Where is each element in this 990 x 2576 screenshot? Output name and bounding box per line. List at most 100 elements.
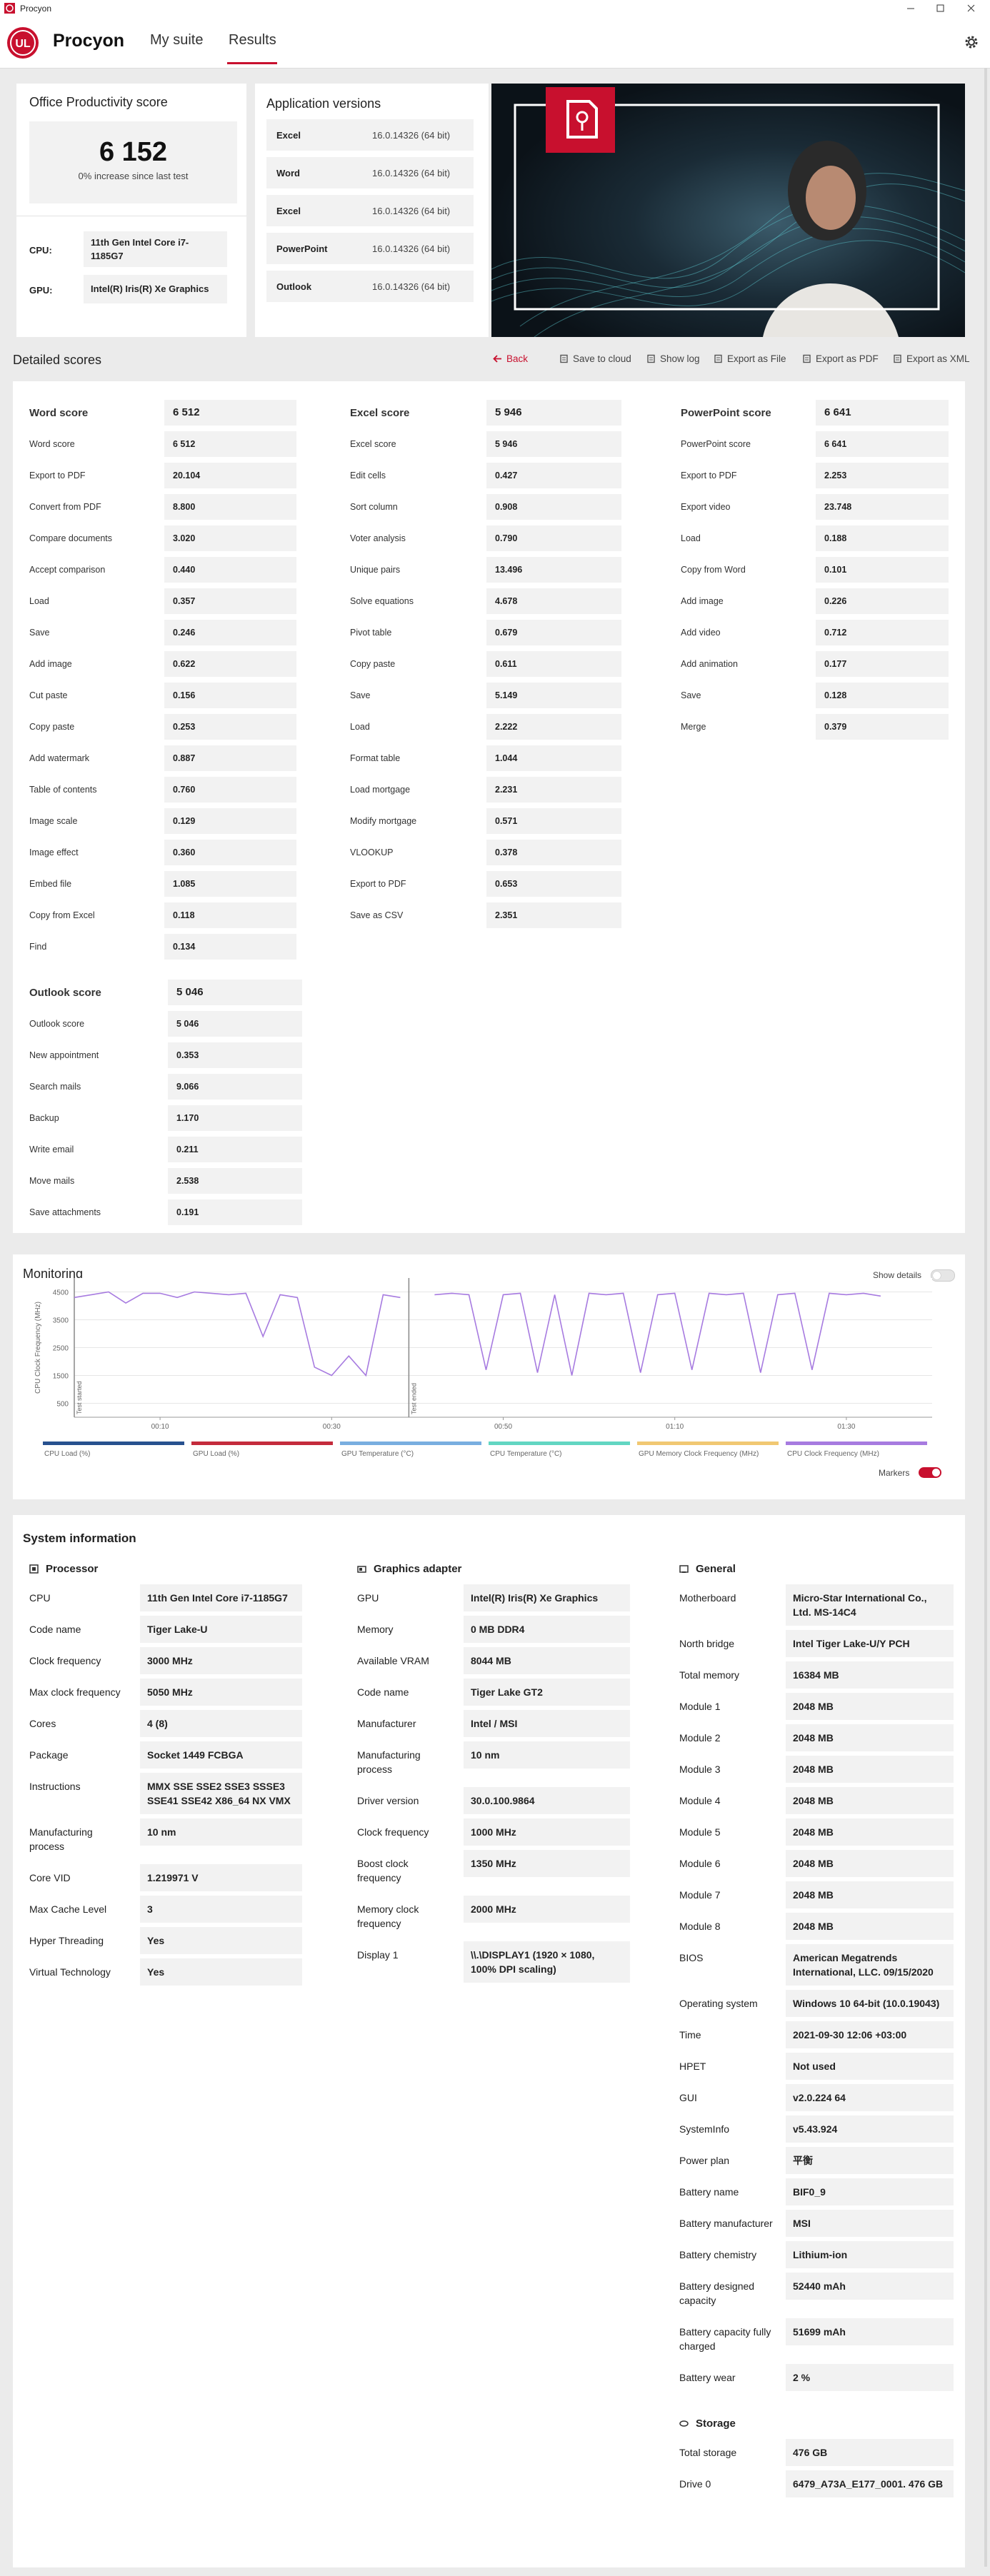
test-name: Export video: [681, 502, 731, 512]
action-label: Export as File: [727, 353, 786, 364]
score-row: Pivot table 0.679: [350, 617, 621, 648]
test-name: Add watermark: [29, 753, 90, 763]
tab[interactable]: Results: [229, 32, 276, 48]
info-row: Battery designed capacity 52440 mAh: [679, 2273, 954, 2314]
score-row: Modify mortgage 0.571: [350, 805, 621, 837]
app-versions-title: Application versions: [266, 96, 381, 111]
info-label: Module 2: [679, 1732, 721, 1744]
score-row: Embed file 1.085: [29, 868, 296, 900]
test-value: 0.427: [486, 463, 621, 488]
app-version-row: Word 16.0.14326 (64 bit): [266, 157, 474, 188]
group-name: PowerPoint score: [681, 406, 771, 419]
x-tick-label: 00:50: [494, 1423, 512, 1431]
info-label: Instructions: [29, 1781, 81, 1792]
action-label: Export as PDF: [816, 353, 879, 364]
test-value: 5.149: [486, 683, 621, 708]
group-score: 5 946: [486, 400, 621, 426]
test-name: Word score: [29, 439, 75, 449]
show-details-toggle[interactable]: [931, 1269, 955, 1282]
info-row: Cores 4 (8): [29, 1710, 302, 1737]
group-name: Word score: [29, 406, 89, 419]
score-row: Unique pairs 13.496: [350, 554, 621, 585]
score-row: Save 5.149: [350, 680, 621, 711]
x-tick-label: 01:10: [666, 1423, 684, 1431]
group-name: Outlook score: [29, 986, 101, 999]
logo-text: UL: [15, 38, 31, 50]
info-label: Motherboard: [679, 1592, 736, 1604]
info-row: Battery name BIF0_9: [679, 2178, 954, 2205]
info-value: 6479_A73A_E177_0001. 476 GB: [786, 2470, 954, 2497]
info-value: 0 MB DDR4: [464, 1616, 630, 1643]
info-value: 2000 MHz: [464, 1896, 630, 1923]
info-label: Clock frequency: [357, 1826, 429, 1838]
legend-label: CPU Load (%): [44, 1450, 90, 1458]
action-button[interactable]: Save to cloud: [559, 353, 631, 364]
info-row: Code name Tiger Lake GT2: [357, 1679, 630, 1706]
info-value: 3000 MHz: [140, 1647, 302, 1674]
test-value: 0.790: [486, 525, 621, 551]
app-version-row: Excel 16.0.14326 (64 bit): [266, 195, 474, 226]
logo: UL: [7, 27, 39, 59]
score-row: Load 0.188: [681, 523, 949, 554]
test-name: Save as CSV: [350, 910, 404, 920]
test-value: 5 946: [486, 431, 621, 457]
action-button[interactable]: Export as XML: [893, 353, 970, 364]
info-row: Virtual Technology Yes: [29, 1958, 302, 1986]
action-button[interactable]: Show log: [646, 353, 700, 364]
score-row: Convert from PDF 8.800: [29, 491, 296, 523]
test-name: Convert from PDF: [29, 502, 101, 512]
info-value: 4 (8): [140, 1710, 302, 1737]
markers-toggle[interactable]: [919, 1467, 941, 1478]
score-row: Outlook score 5 046: [29, 1008, 302, 1040]
test-name: Accept comparison: [29, 565, 106, 575]
test-value: 0.679: [486, 620, 621, 645]
info-value: 2048 MB: [786, 1724, 954, 1751]
score-row: Image effect 0.360: [29, 837, 296, 868]
info-value: 2048 MB: [786, 1787, 954, 1814]
info-row: Manufacturing process 10 nm: [357, 1741, 630, 1783]
info-value: Micro-Star International Co., Ltd. MS-14…: [786, 1584, 954, 1626]
app-name: Excel: [276, 205, 301, 216]
app-name: Outlook: [276, 281, 312, 292]
info-value: 8044 MB: [464, 1647, 630, 1674]
app-header: UL Procyon My suite Results: [0, 16, 990, 69]
test-value: 0.129: [164, 808, 296, 834]
group-score: 6 512: [164, 400, 296, 426]
test-value: 13.496: [486, 557, 621, 583]
window-controls[interactable]: [900, 0, 990, 16]
tab[interactable]: My suite: [150, 32, 204, 48]
summary-title: Office Productivity score: [29, 95, 168, 109]
score-row: Sort column 0.908: [350, 491, 621, 523]
info-value: 平衡: [786, 2147, 954, 2174]
brand: Procyon: [53, 31, 125, 51]
info-value: 476 GB: [786, 2439, 954, 2466]
score-row: Load mortgage 2.231: [350, 774, 621, 805]
action-icon: [714, 354, 722, 363]
x-tick-label: 01:30: [837, 1423, 855, 1431]
info-label: Operating system: [679, 1998, 758, 2009]
info-label: Display 1: [357, 1949, 399, 1961]
score-row: Accept comparison 0.440: [29, 554, 296, 585]
info-label: Package: [29, 1749, 69, 1761]
info-row: BIOS American Megatrends International, L…: [679, 1944, 954, 1986]
section-header: Processor: [29, 1558, 302, 1579]
info-label: CPU: [29, 1592, 51, 1604]
legend-swatch: [637, 1442, 779, 1445]
test-value: 6 512: [164, 431, 296, 457]
info-label: Module 4: [679, 1795, 721, 1806]
test-name: Copy paste: [350, 659, 396, 669]
test-name: Pivot table: [350, 628, 392, 638]
score-row: Word score 6 512: [29, 428, 296, 460]
score-row: VLOOKUP 0.378: [350, 837, 621, 868]
action-button[interactable]: Back: [493, 353, 528, 364]
action-button[interactable]: Export as PDF: [802, 353, 879, 364]
scrollbar[interactable]: [984, 68, 987, 2567]
info-value: Yes: [140, 1927, 302, 1954]
section-name: General: [696, 1562, 736, 1575]
action-label: Save to cloud: [573, 353, 631, 364]
settings-button[interactable]: [963, 34, 980, 51]
test-value: 1.170: [168, 1105, 302, 1131]
monitoring-panel: Monitoring Show details Markers 500 1500 2…: [13, 1254, 965, 1499]
info-value: Not used: [786, 2053, 954, 2080]
action-button[interactable]: Export as File: [714, 353, 786, 364]
